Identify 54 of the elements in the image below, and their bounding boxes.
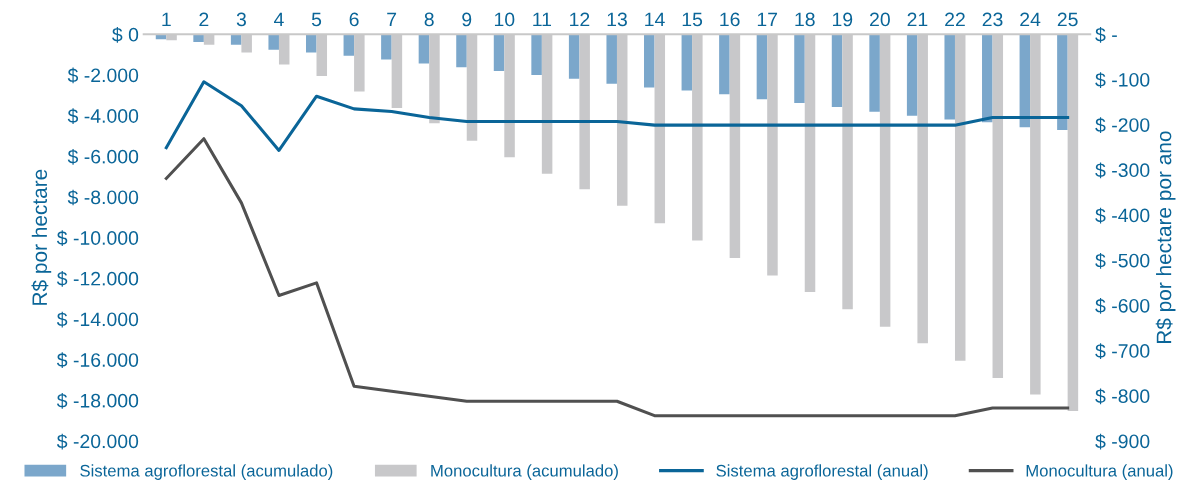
x-tick-label: 3	[236, 12, 246, 27]
y-tick-label: $ -14.000	[56, 311, 139, 328]
x-tick-label: 22	[945, 12, 965, 27]
legend-label: Sistema agroflorestal (anual)	[716, 464, 928, 480]
y2-tick-label: $ -400	[1095, 207, 1150, 224]
x-tick-label: 7	[387, 12, 397, 27]
x-tick-label: 25	[1057, 12, 1078, 27]
y-tick-label: $ -10.000	[56, 230, 139, 247]
x-tick-label: 19	[832, 12, 853, 27]
x-tick-label: 2	[199, 12, 209, 27]
y2-tick-label: $ -100	[1095, 72, 1150, 88]
x-tick-label: 15	[682, 12, 703, 27]
x-tick-label: 24	[1020, 12, 1041, 27]
y-tick-label: $ -8.000	[67, 189, 139, 206]
x-tick-label: 14	[645, 12, 665, 27]
x-tick-label: 20	[870, 12, 890, 27]
y-tick-label: $ -6.000	[67, 148, 139, 165]
y-axis-title: R$ por hectare	[31, 169, 52, 305]
legend-label: Monocultura (acumulado)	[431, 464, 618, 480]
x-tick-label: 11	[533, 12, 552, 27]
y2-tick-label: $ -600	[1095, 298, 1150, 314]
legend-label: Monocultura (anual)	[1026, 464, 1173, 480]
y-tick-label: $ -20.000	[56, 433, 139, 450]
x-tick-label: 9	[462, 12, 472, 27]
x-tick-label: 12	[570, 12, 590, 27]
y2-tick-label: $ -800	[1095, 388, 1150, 405]
line-series	[164, 137, 1070, 418]
x-tick-label: 17	[757, 12, 778, 27]
y-tick-label: $ -12.000	[56, 270, 139, 287]
x-tick-label: 13	[607, 12, 627, 27]
y2-tick-label: $ -300	[1095, 162, 1150, 179]
y-tick-label: $ 0	[112, 26, 139, 43]
x-tick-label: 1	[162, 12, 171, 27]
x-tick-label: 10	[494, 12, 515, 27]
x-tick-label: 5	[311, 12, 322, 27]
x-tick-label: 23	[982, 12, 1003, 27]
y2-tick-label: $ -900	[1095, 433, 1150, 450]
x-tick-label: 18	[795, 12, 815, 27]
x-tick-label: 6	[349, 12, 359, 27]
x-tick-label: 21	[907, 12, 928, 27]
x-tick-label: 4	[274, 12, 284, 27]
y2-tick-label: $ -500	[1095, 252, 1150, 269]
y-tick-label: $ -4.000	[67, 108, 139, 125]
x-tick-label: 16	[720, 12, 740, 27]
line-series	[164, 80, 1070, 152]
x-tick-label: 8	[424, 12, 434, 27]
y-tick-label: $ -18.000	[56, 392, 139, 409]
y2-tick-label: $ -700	[1095, 343, 1150, 360]
y2-tick-label: $ -	[1095, 26, 1117, 43]
y2-tick-label: $ -200	[1095, 117, 1150, 134]
y-tick-label: $ -16.000	[56, 352, 139, 369]
y2-axis-title: R$ por hectare por ano	[1155, 131, 1176, 344]
y-tick-label: $ -2.000	[67, 67, 139, 84]
legend-label: Sistema agroflorestal (acumulado)	[80, 464, 333, 480]
